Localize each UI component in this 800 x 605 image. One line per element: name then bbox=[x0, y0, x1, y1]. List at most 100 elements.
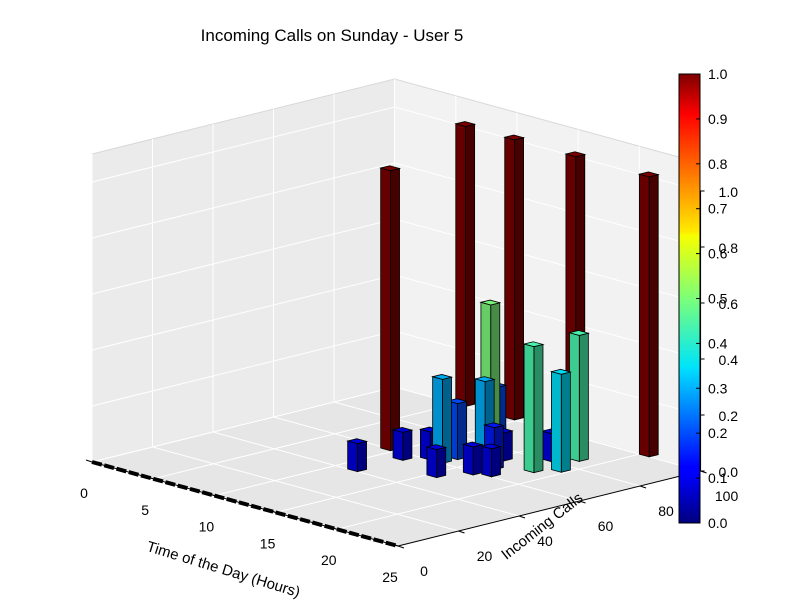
bar-front bbox=[504, 136, 515, 421]
bar-top bbox=[479, 299, 502, 306]
bar bbox=[567, 330, 590, 462]
x-tick-label: 10 bbox=[199, 519, 215, 535]
baseline-bar bbox=[385, 540, 397, 548]
baseline-bar bbox=[262, 507, 274, 514]
bar-front bbox=[380, 167, 391, 452]
bar bbox=[454, 121, 477, 408]
bar-side bbox=[533, 343, 544, 474]
x-tick-label: 5 bbox=[141, 502, 149, 518]
y-gridline bbox=[212, 124, 520, 517]
x-tick-label: 20 bbox=[321, 552, 337, 568]
baseline-bar bbox=[177, 483, 189, 491]
bar-top bbox=[346, 438, 369, 445]
bar bbox=[637, 171, 660, 458]
bar-side bbox=[402, 429, 413, 461]
baseline-bar bbox=[372, 537, 384, 544]
baseline-bar bbox=[213, 493, 225, 501]
bar bbox=[425, 444, 448, 479]
baseline-bar bbox=[275, 510, 286, 518]
colorbar-tick-label: 0.6 bbox=[708, 246, 728, 262]
y-tick bbox=[579, 500, 586, 504]
colorbar-tick-label: 1.0 bbox=[708, 66, 728, 82]
bar-top bbox=[461, 441, 484, 448]
bar-top bbox=[446, 398, 469, 405]
bar-side bbox=[514, 137, 524, 421]
baseline-bar bbox=[140, 473, 152, 481]
bar bbox=[549, 368, 572, 473]
bar-top bbox=[567, 330, 590, 336]
y-tick bbox=[458, 530, 465, 534]
bar-top bbox=[454, 121, 477, 127]
y-tick-label: 40 bbox=[537, 533, 553, 549]
bar bbox=[391, 427, 414, 461]
bar-front bbox=[426, 446, 438, 479]
bar bbox=[503, 134, 526, 421]
baseline-bar bbox=[164, 480, 176, 487]
x-axis-label: Time of the Day (Hours) bbox=[145, 538, 303, 600]
baseline-bar bbox=[91, 460, 103, 467]
baseline-bar bbox=[103, 463, 115, 470]
bar-front bbox=[455, 123, 466, 408]
bar-top bbox=[391, 427, 414, 433]
bar-side bbox=[465, 123, 476, 407]
baseline-bar bbox=[324, 523, 335, 531]
bar bbox=[346, 438, 369, 473]
colorbar-tick-label: 0.9 bbox=[708, 111, 728, 127]
y-axis-line bbox=[397, 470, 701, 547]
baseline-bar bbox=[287, 513, 299, 521]
bar bbox=[461, 441, 484, 476]
bar-top bbox=[522, 341, 545, 348]
y-tick-label: 60 bbox=[598, 518, 614, 534]
y-tick-label: 20 bbox=[477, 548, 493, 564]
baseline-bar bbox=[238, 500, 250, 507]
bar-front bbox=[481, 445, 492, 478]
colorbar-tick-label: 0.8 bbox=[708, 156, 728, 172]
bar-front bbox=[462, 443, 474, 476]
bar-front bbox=[569, 332, 580, 462]
y-gridline bbox=[152, 139, 459, 532]
bar bbox=[379, 165, 402, 452]
y-tick bbox=[518, 515, 526, 519]
colorbar-tick-label: 0.3 bbox=[708, 380, 728, 396]
colorbar-tick-label: 0.5 bbox=[708, 291, 728, 307]
colorbar-tick-label: 0.2 bbox=[708, 425, 728, 441]
x-tick-label: 25 bbox=[382, 569, 398, 585]
baseline-bar bbox=[336, 527, 348, 534]
bar-side bbox=[491, 446, 501, 478]
x-tick bbox=[85, 459, 93, 463]
bar-front bbox=[392, 429, 404, 461]
bar-side bbox=[560, 371, 571, 473]
baseline-bar bbox=[299, 517, 311, 524]
bar-front bbox=[551, 371, 562, 473]
colorbar-tick-label: 0.1 bbox=[708, 470, 728, 486]
baseline-bar bbox=[189, 486, 201, 494]
bar-side bbox=[436, 446, 447, 479]
baseline-bar bbox=[311, 520, 323, 528]
bar-top bbox=[473, 376, 496, 383]
z-tick-label: 0.6 bbox=[719, 296, 739, 312]
y-tick bbox=[397, 545, 405, 549]
z-tick-label: 1.0 bbox=[719, 184, 739, 200]
bar-side bbox=[357, 440, 367, 473]
baseline-bar bbox=[348, 530, 360, 538]
colorbar-tick-label: 0.7 bbox=[708, 201, 728, 217]
bar-top bbox=[564, 151, 587, 158]
bar-front bbox=[347, 440, 358, 473]
baseline-bar bbox=[128, 470, 140, 477]
bar-top bbox=[431, 374, 454, 380]
bar-side bbox=[578, 332, 589, 462]
baseline-bar bbox=[360, 533, 372, 541]
colorbar-tick-label: 0.4 bbox=[708, 335, 728, 351]
bars-group bbox=[91, 121, 660, 548]
baseline-bar bbox=[201, 490, 213, 497]
bar-top bbox=[503, 134, 526, 141]
bar-front bbox=[638, 173, 650, 458]
bar-side bbox=[502, 430, 513, 462]
x-tick-label: 15 bbox=[260, 535, 276, 551]
bar-top bbox=[480, 443, 503, 450]
bar-side bbox=[472, 444, 483, 476]
y-tick-label: 0 bbox=[420, 563, 428, 579]
z-tick-label: 0.4 bbox=[719, 352, 739, 368]
